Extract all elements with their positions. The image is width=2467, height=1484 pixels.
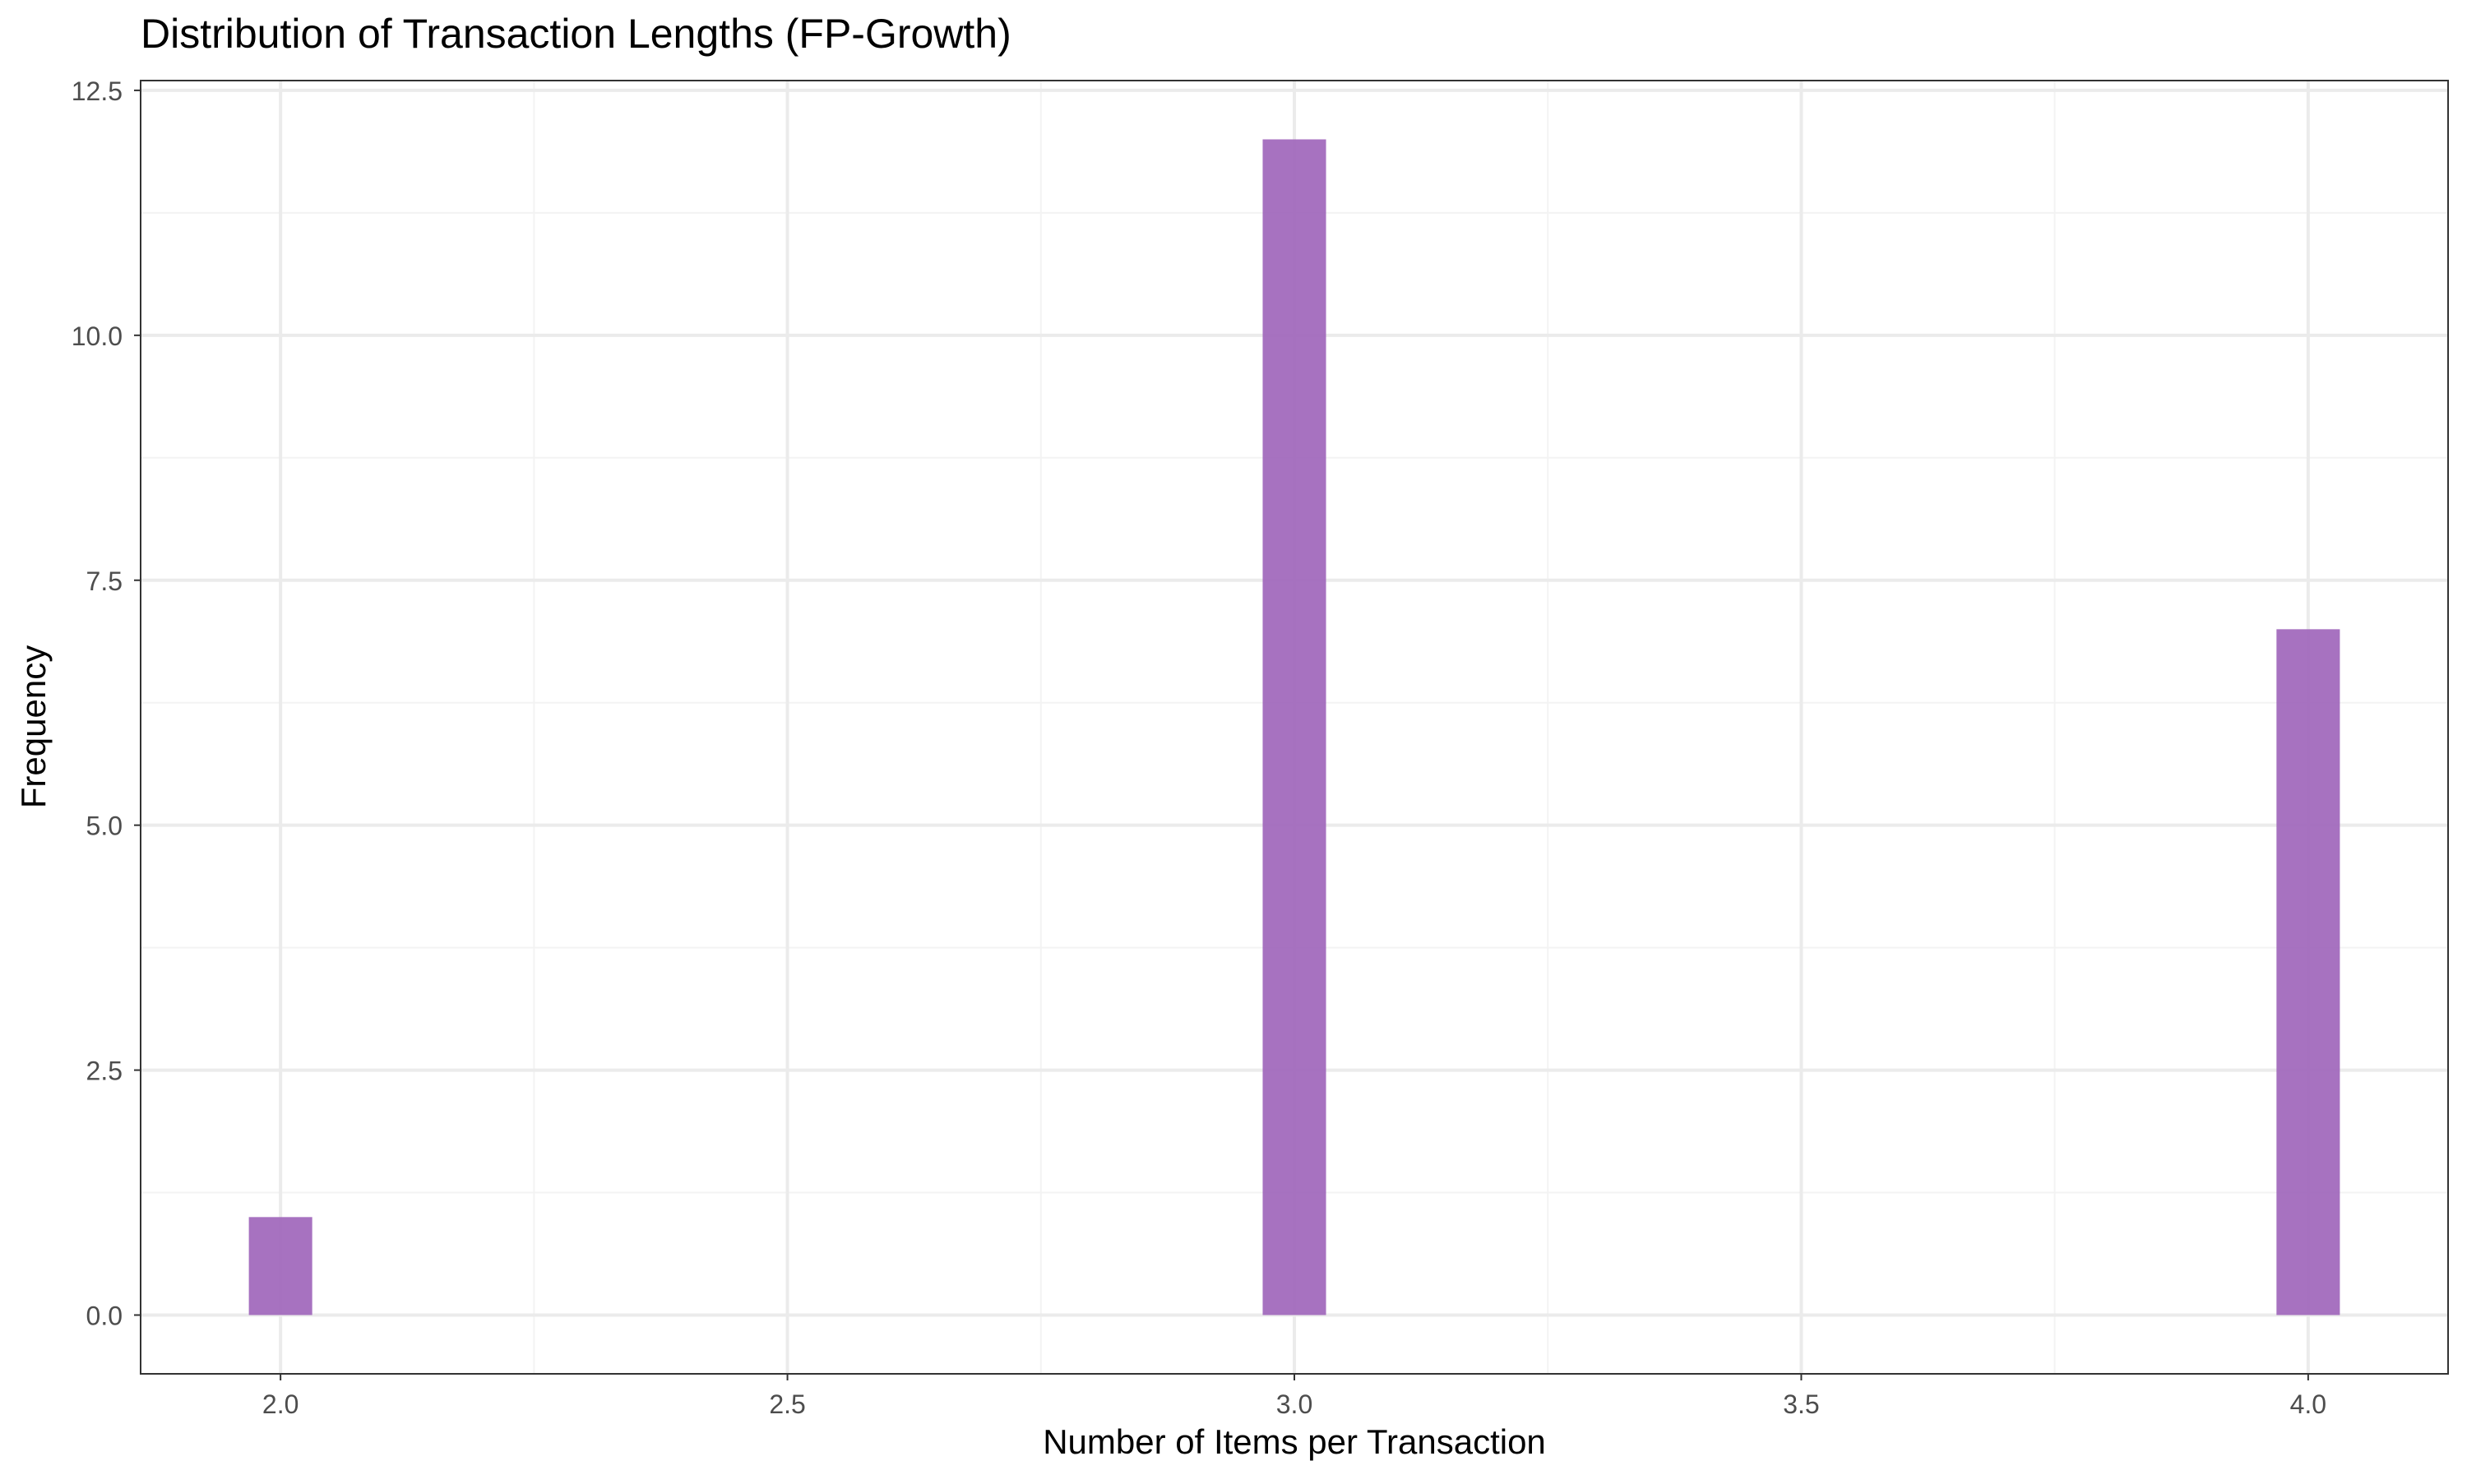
y-tick-label: 2.5 xyxy=(86,1056,123,1086)
x-tick-label: 3.0 xyxy=(1276,1389,1312,1419)
y-tick-label: 5.0 xyxy=(86,811,123,841)
x-axis-label: Number of Items per Transaction xyxy=(1043,1422,1546,1461)
x-tick-label: 2.0 xyxy=(262,1389,299,1419)
y-tick-label: 10.0 xyxy=(72,321,123,351)
chart-title: Distribution of Transaction Lengths (FP-… xyxy=(141,11,1011,57)
x-axis: 2.0 2.5 3.0 3.5 4.0 xyxy=(262,1374,2326,1419)
y-tick-label: 7.5 xyxy=(86,566,123,596)
bars-layer xyxy=(248,139,2340,1315)
histogram-bar xyxy=(1262,139,1326,1315)
y-tick-label: 12.5 xyxy=(72,76,123,106)
histogram-bar xyxy=(2276,629,2340,1315)
x-tick-label: 4.0 xyxy=(2290,1389,2326,1419)
y-axis: 0.0 2.5 5.0 7.5 10.0 12.5 xyxy=(72,76,141,1331)
x-tick-label: 2.5 xyxy=(769,1389,805,1419)
histogram-bar xyxy=(248,1217,312,1315)
x-tick-label: 3.5 xyxy=(1783,1389,1819,1419)
y-tick-label: 0.0 xyxy=(86,1301,123,1331)
y-axis-label: Frequency xyxy=(14,645,53,808)
